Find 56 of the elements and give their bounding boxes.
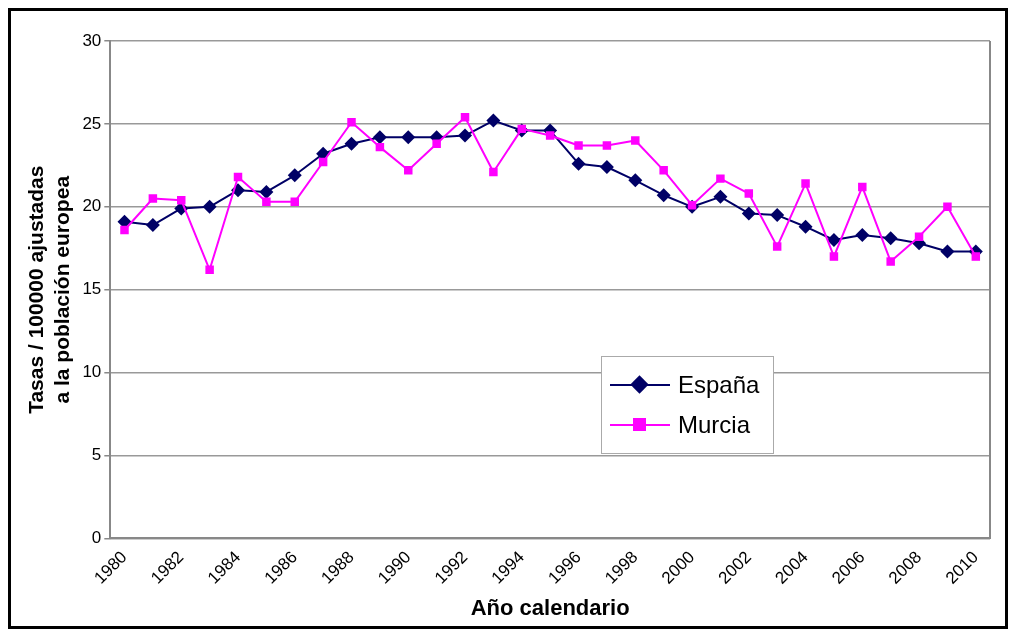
point [826,232,841,247]
point [287,168,302,183]
point [344,136,359,151]
point [571,156,586,171]
point [656,188,671,203]
point [801,179,810,188]
point [943,202,952,212]
y-tick-label: 5 [91,445,102,465]
point [741,206,756,221]
point [940,244,955,259]
point [404,166,413,175]
legend-label: España [678,371,760,399]
point [259,184,274,199]
legend-label: Murcia [678,411,751,439]
point [120,225,129,235]
point [798,219,813,234]
point [772,242,782,251]
y-tick-label: 20 [82,196,102,216]
point [347,118,356,127]
point [489,167,498,177]
point [858,182,867,192]
y-tick-label: 0 [91,528,102,548]
point [628,173,643,188]
point [855,228,870,242]
point [574,141,583,150]
point [829,252,839,261]
y-tick-label: 15 [82,279,102,299]
point [716,174,725,183]
y-axis-title: Tasas / 100000 ajustadas a la población europea [24,165,73,414]
point [432,139,441,149]
point [770,208,785,223]
point [460,113,470,122]
point [631,136,640,145]
point [971,252,981,261]
point [205,265,214,275]
point [145,218,160,233]
point [659,166,668,175]
point [545,131,555,140]
x-axis-title: Año calendario [470,594,630,620]
point [401,130,416,145]
point [713,189,728,204]
point [486,113,501,128]
point [914,232,924,241]
point [202,199,217,214]
y-tick-label: 30 [82,30,102,50]
point [599,160,614,175]
point [883,231,898,246]
point [262,197,271,207]
point [886,257,895,266]
y-tick-label: 25 [82,113,102,133]
point [744,189,754,198]
point [458,128,473,143]
point [148,194,158,203]
y-tick-label: 10 [82,362,102,382]
point [372,130,387,145]
point [602,141,612,150]
